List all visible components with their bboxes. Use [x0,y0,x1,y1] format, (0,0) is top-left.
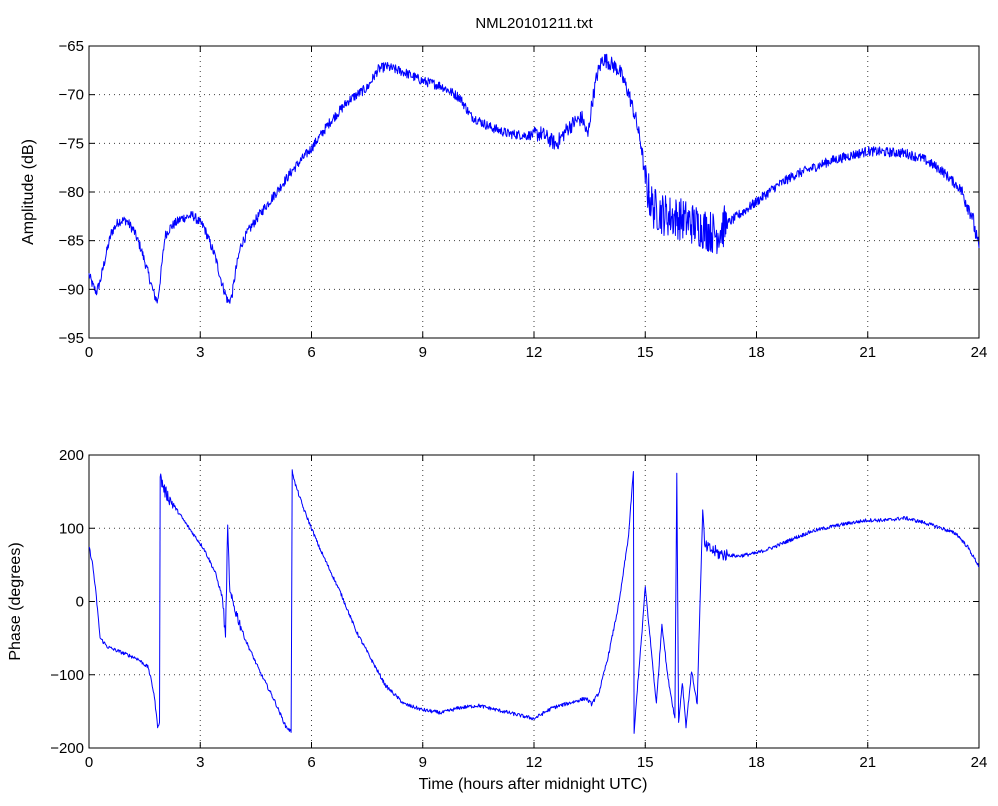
y-tick-label: 100 [59,520,84,537]
x-tick-label: 21 [859,344,876,361]
x-tick-label: 6 [307,754,315,771]
x-axis-label: Time (hours after midnight UTC) [419,776,648,793]
y-tick-label: −70 [59,87,84,104]
y-tick-label: −85 [59,233,84,250]
x-tick-label: 9 [419,344,427,361]
x-tick-label: 6 [307,344,315,361]
x-tick-label: 12 [526,754,543,771]
y-tick-label: −95 [59,330,84,347]
y-tick-label: 0 [76,594,84,611]
x-tick-label: 24 [971,754,988,771]
data-line [88,469,980,734]
y-tick-label: −90 [59,281,84,298]
data-line [88,53,980,304]
x-tick-label: 18 [748,344,765,361]
phase-chart: 0 3 6 9 12 15 18 21 24 −200 −100 0 100 200 Phase (degr… [7,447,987,793]
amplitude-chart: 0 3 6 9 12 15 18 21 24 −95 −90 −85 −80 −75 −70 −65 Ampli… [20,38,987,361]
x-tick-label: 3 [196,344,204,361]
x-tick-label: 15 [637,754,654,771]
x-tick-label: 0 [85,344,93,361]
x-tick-label: 21 [859,754,876,771]
y-tick-label: −65 [59,38,84,55]
y-tick-label: −80 [59,184,84,201]
x-tick-label: 12 [526,344,543,361]
x-tick-label: 18 [748,754,765,771]
x-tick-label: 15 [637,344,654,361]
y-tick-label: −75 [59,135,84,152]
x-tick-label: 3 [196,754,204,771]
y-axis-label: Phase (degrees) [7,542,24,660]
x-tick-label: 9 [419,754,427,771]
y-tick-label: −200 [50,740,84,757]
chart-title: NML20101211.txt [475,15,593,32]
x-tick-label: 24 [971,344,988,361]
y-tick-label: −100 [50,667,84,684]
y-axis-label: Amplitude (dB) [20,139,37,245]
y-tick-label: 200 [59,447,84,464]
x-tick-label: 0 [85,754,93,771]
